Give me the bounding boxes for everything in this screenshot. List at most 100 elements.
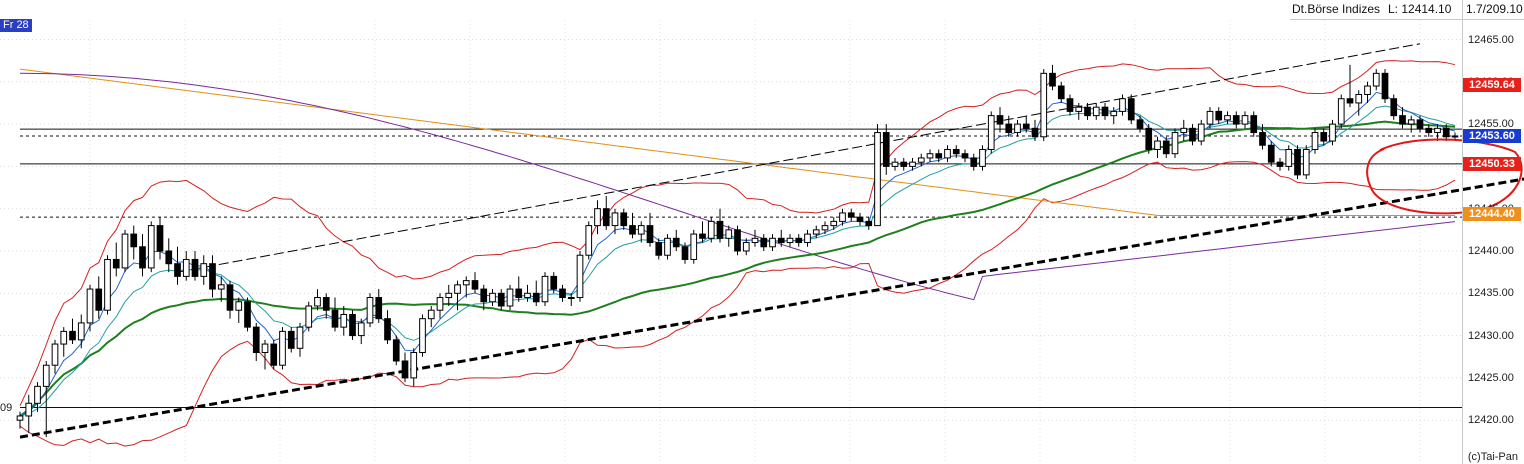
candle-down [716,220,724,239]
candle-up [786,237,794,244]
candle-up [235,301,243,311]
y-tick-label: 12435.00 [1468,287,1514,300]
exchange-label: Dt.Börse Indizes [1292,2,1381,16]
candle-up [812,229,820,235]
candle-up [1224,115,1231,121]
candle-down [349,313,356,337]
candle-down [384,318,391,341]
candle-up [707,220,715,239]
candle-down [270,343,278,366]
candle-down [515,288,523,299]
candle-up [804,233,811,244]
candle-down [1399,115,1406,125]
candle-up [366,297,374,324]
candle-up [77,322,85,341]
candle-down [112,258,120,269]
candle-up [979,148,986,167]
candle-down [191,258,199,277]
candle-up [1171,132,1179,155]
candle-down [375,297,383,320]
candle-down [1084,106,1091,117]
candle-down [882,132,890,167]
candle-up [357,322,365,337]
candle-up [576,254,584,299]
candle-down [996,115,1004,125]
candle-down [856,216,864,222]
candle-down [1390,98,1398,117]
candle-up [1110,110,1118,117]
candle-up [1302,148,1310,176]
candle-up [874,132,881,227]
candle-down [1005,123,1013,134]
candle-down [672,237,680,248]
candle-up [296,326,304,349]
candle-down [900,161,908,167]
candle-up [917,157,925,163]
candle-up [1451,135,1459,138]
ema-teal-line [19,105,1456,417]
candle-up [1407,119,1415,125]
price-label: 12450.33 [1463,156,1521,171]
candle-up [1075,106,1083,112]
candle-up [1206,110,1214,125]
candle-up [445,292,453,299]
candle-up [462,280,470,286]
price-label: 12453.60 [1463,128,1521,143]
candle-up [1364,85,1371,95]
candle-down [139,246,146,269]
candle-up [1040,72,1048,138]
candle-down [734,229,741,252]
candle-down [392,339,400,362]
candle-up [1092,106,1100,117]
candle-down [322,297,330,311]
candle-up [279,330,286,366]
candle-down [970,157,978,167]
candle-down [1346,98,1354,104]
candle-down [532,292,540,303]
candle-up [60,330,68,345]
trendlines-layer [19,43,1524,439]
candle-down [795,237,803,244]
candle-up [830,220,838,227]
candle-up [909,161,916,167]
candle-up [594,208,601,227]
candle-up [1355,93,1363,104]
candle-up [1329,123,1336,142]
candle-up [1337,98,1345,125]
candle-up [944,148,951,159]
low-value: L: 12414.10 [1388,2,1452,16]
candle-down [95,288,103,311]
candle-up [541,275,549,303]
candle-down [1189,127,1196,142]
candles-layer [16,64,1459,438]
candle-up [42,364,50,387]
candle-down [1250,115,1258,134]
y-tick-label: 12420.00 [1468,414,1514,427]
candle-down [244,301,251,328]
candle-down [646,225,654,244]
candle-down [952,148,960,155]
bollinger-lower-line [19,161,1456,447]
candle-down [252,326,260,354]
candle-down [1031,127,1039,138]
candle-up [104,258,111,311]
candle-up [182,258,190,277]
candle-up [664,237,671,256]
candle-down [471,280,479,290]
candle-up [489,292,496,303]
price-label: 12444.40 [1463,206,1521,221]
candle-down [760,237,768,248]
ratio-value: 1.7/209.10 [1466,2,1523,16]
candle-down [1136,119,1144,129]
y-tick-label: 12425.00 [1468,371,1514,384]
candle-down [1294,148,1301,176]
candle-down [629,225,636,235]
candle-down [69,330,76,341]
candle-up [427,309,435,320]
candle-up [1197,123,1205,142]
candle-up [454,284,461,294]
price-label: 12459.64 [1463,77,1521,92]
candle-down [865,220,873,227]
candle-up [567,297,575,300]
